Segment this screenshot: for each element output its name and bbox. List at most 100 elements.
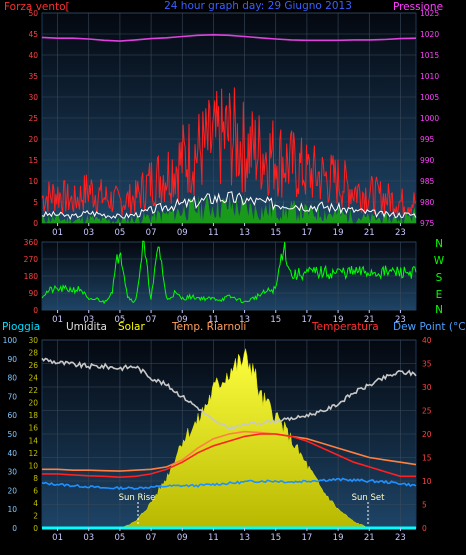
axes: 01 03 05 07 09 11 13 15 17 19 21 230510152025303540… bbox=[28, 9, 439, 238]
x-tick-label: 23 bbox=[395, 315, 406, 325]
sunset-label: Sun Set bbox=[352, 493, 385, 503]
x-tick-label: 21 bbox=[364, 533, 375, 543]
y-tick-label: 980 bbox=[420, 198, 435, 207]
series-marks bbox=[41, 240, 417, 305]
y-tick-label: 985 bbox=[420, 177, 435, 186]
pressure-series bbox=[41, 33, 417, 42]
y-tick-label: 16 bbox=[28, 424, 38, 433]
x-tick-label: 15 bbox=[270, 228, 281, 238]
x-tick-label: 19 bbox=[333, 228, 344, 238]
y-tick-label: 22 bbox=[28, 386, 38, 395]
y-tick-label: 20 bbox=[28, 399, 38, 408]
wind-avg-series bbox=[41, 191, 417, 221]
y-tick-label: 70 bbox=[7, 392, 17, 401]
y-tick-label: 60 bbox=[7, 411, 17, 420]
y-tick-label: 25 bbox=[422, 407, 432, 416]
compass-n2: N bbox=[435, 304, 443, 316]
series-marks bbox=[41, 33, 417, 223]
wind-direction-series bbox=[41, 240, 417, 305]
y-tick-label: 30 bbox=[422, 383, 432, 392]
y-tick-label: 20 bbox=[28, 135, 38, 144]
x-tick-label: 23 bbox=[395, 228, 406, 238]
x-tick-label: 23 bbox=[395, 533, 406, 543]
sun-markers: Sun Rise Sun Set bbox=[119, 493, 385, 526]
x-tick-label: 09 bbox=[177, 533, 188, 543]
y-tick-label: 1015 bbox=[420, 51, 439, 60]
y-tick-label: 20 bbox=[422, 430, 432, 439]
y-tick-label: 50 bbox=[28, 9, 38, 18]
y-tick-label: 4 bbox=[33, 499, 38, 508]
y-tick-label: 20 bbox=[7, 486, 17, 495]
y-tick-label: 10 bbox=[28, 177, 38, 186]
y-tick-label: 2 bbox=[33, 511, 38, 520]
wind-max-series bbox=[41, 87, 417, 217]
y-tick-label: 45 bbox=[28, 30, 38, 39]
legend: Pioggia Umidita Solar Temp. Riarnoli Tem… bbox=[2, 321, 466, 333]
wind-axis-label: Forza vento[ bbox=[4, 1, 70, 13]
y-tick-label: 26 bbox=[28, 361, 38, 370]
x-tick-label: 09 bbox=[177, 228, 188, 238]
x-tick-label: 13 bbox=[239, 315, 250, 325]
x-tick-label: 11 bbox=[208, 533, 219, 543]
y-tick-label: 15 bbox=[422, 454, 432, 463]
y-tick-label: 24 bbox=[28, 374, 38, 383]
x-tick-label: 01 bbox=[52, 315, 63, 325]
y-tick-label: 100 bbox=[3, 336, 18, 345]
x-tick-label: 13 bbox=[239, 228, 250, 238]
x-tick-label: 05 bbox=[115, 533, 126, 543]
apparent-temperature-series bbox=[42, 430, 417, 472]
y-tick-label: 1005 bbox=[420, 93, 439, 102]
x-tick-label: 07 bbox=[146, 228, 157, 238]
y-tick-label: 10 bbox=[28, 461, 38, 470]
y-tick-label: 90 bbox=[7, 355, 17, 364]
y-tick-label: 360 bbox=[24, 238, 39, 247]
compass-s: S bbox=[436, 272, 443, 284]
wind-gust-series bbox=[42, 194, 416, 223]
sunrise-label: Sun Rise bbox=[119, 493, 156, 503]
wind-direction-chart: 01 03 05 07 09 11 13 15 17 19 21 23 0 90 180 270 360 N W… bbox=[24, 238, 445, 325]
x-tick-label: 19 bbox=[333, 533, 344, 543]
x-tick-label: 11 bbox=[208, 315, 219, 325]
x-tick-label: 19 bbox=[333, 315, 344, 325]
y-tick-label: 990 bbox=[420, 156, 435, 165]
legend-rain: Pioggia bbox=[2, 321, 40, 333]
y-tick-label: 30 bbox=[28, 336, 38, 345]
pressure-axis-label: Pressione bbox=[393, 1, 443, 13]
legend-humidity: Umidita bbox=[66, 321, 107, 333]
x-tick-label: 17 bbox=[302, 533, 313, 543]
temperature-chart: Pioggia Umidita Solar Temp. Riarnoli Tem… bbox=[2, 321, 466, 543]
x-tick-label: 11 bbox=[208, 228, 219, 238]
compass-n: N bbox=[435, 238, 443, 250]
legend-dewpoint: Dew Point (°C) bbox=[393, 321, 466, 333]
x-tick-label: 09 bbox=[177, 315, 188, 325]
compass-e: E bbox=[436, 289, 443, 301]
y-tick-label: 0 bbox=[33, 306, 38, 315]
y-tick-label: 1025 bbox=[420, 9, 439, 18]
chart-title: 24 hour graph day: 29 Giugno 2013 bbox=[164, 0, 352, 12]
x-tick-label: 21 bbox=[364, 228, 375, 238]
y-tick-label: 18 bbox=[28, 411, 38, 420]
dewpoint-series bbox=[41, 477, 417, 491]
y-tick-label: 0 bbox=[33, 219, 38, 228]
y-tick-label: 0 bbox=[33, 524, 38, 533]
y-tick-label: 14 bbox=[28, 436, 38, 445]
compass-labels: N W S E N bbox=[434, 238, 445, 316]
x-tick-label: 01 bbox=[52, 533, 63, 543]
y-tick-label: 15 bbox=[28, 156, 38, 165]
y-tick-label: 30 bbox=[7, 468, 17, 477]
y-tick-label: 6 bbox=[33, 486, 38, 495]
x-tick-label: 13 bbox=[239, 533, 250, 543]
y-tick-label: 975 bbox=[420, 219, 435, 228]
y-tick-label: 30 bbox=[28, 93, 38, 102]
compass-w: W bbox=[434, 255, 445, 267]
y-tick-label: 5 bbox=[33, 198, 38, 207]
x-tick-label: 05 bbox=[115, 315, 126, 325]
x-tick-label: 07 bbox=[146, 533, 157, 543]
x-tick-label: 05 bbox=[115, 228, 126, 238]
y-tick-label: 40 bbox=[422, 336, 432, 345]
y-tick-label: 50 bbox=[7, 430, 17, 439]
x-tick-label: 03 bbox=[83, 533, 94, 543]
y-tick-label: 28 bbox=[28, 349, 38, 358]
y-tick-label: 40 bbox=[7, 449, 17, 458]
